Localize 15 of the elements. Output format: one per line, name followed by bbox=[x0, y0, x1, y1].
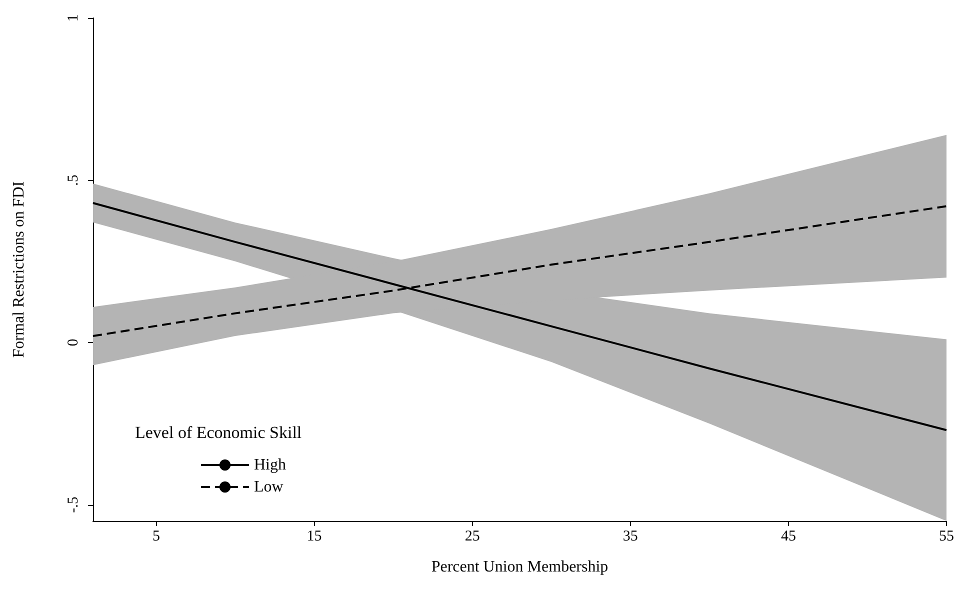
x-tick-label: 25 bbox=[464, 528, 480, 544]
legend-label: Low bbox=[254, 478, 284, 496]
y-tick-label: 0 bbox=[66, 338, 82, 346]
x-tick-label: 35 bbox=[622, 528, 638, 544]
x-tick-label: 15 bbox=[306, 528, 322, 544]
legend-title: Level of Economic Skill bbox=[135, 423, 302, 442]
x-axis-title: Percent Union Membership bbox=[431, 558, 608, 576]
x-tick-label: 55 bbox=[939, 528, 954, 544]
x-tick-label: 5 bbox=[152, 528, 160, 544]
y-tick-label: 1 bbox=[66, 14, 82, 22]
y-tick-label: -.5 bbox=[66, 496, 82, 513]
x-tick-label: 45 bbox=[780, 528, 796, 544]
legend-label: High bbox=[254, 456, 286, 474]
y-tick-label: .5 bbox=[66, 174, 82, 186]
y-axis-title: Formal Restrictions on FDI bbox=[10, 181, 28, 358]
